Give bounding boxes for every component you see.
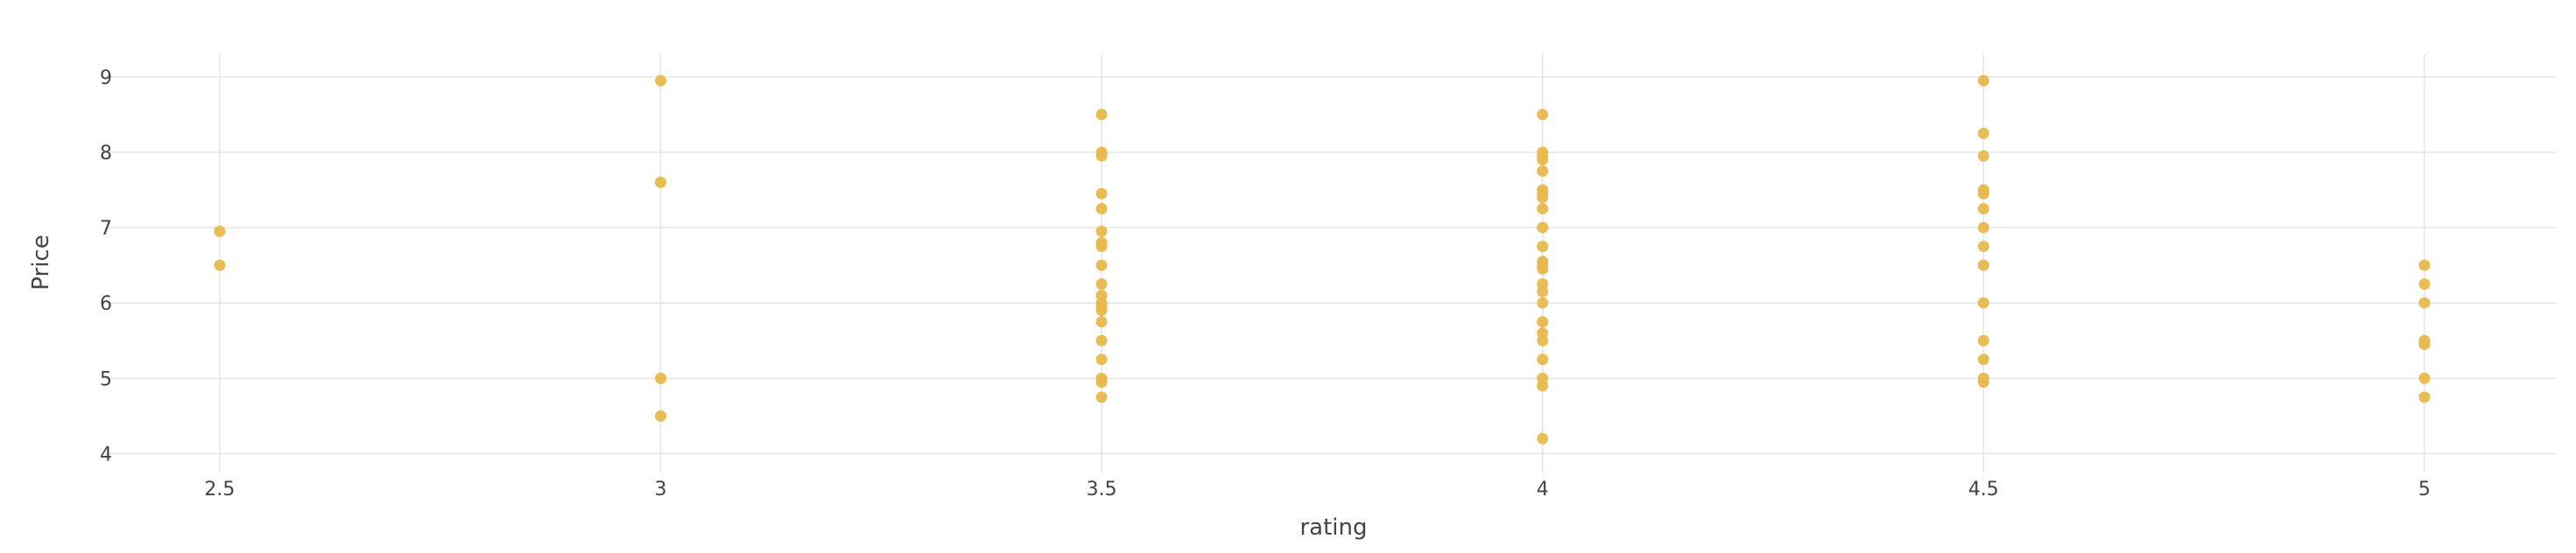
x-tick-label: 3.5: [1087, 479, 1117, 500]
scatter-point: [1537, 154, 1549, 166]
grid-lines: [105, 54, 2557, 472]
x-tick-label: 4: [1537, 479, 1549, 500]
scatter-point: [1095, 259, 1108, 271]
x-tick-label: 2.5: [204, 479, 235, 500]
scatter-point: [1095, 316, 1108, 328]
scatter-point: [1977, 74, 1989, 87]
scatter-point: [1977, 297, 1989, 309]
scatter-point: [1977, 187, 1989, 200]
scatter-point: [1977, 221, 1989, 234]
y-tick-label: 8: [100, 143, 112, 164]
scatter-point: [655, 74, 667, 87]
x-tick-label: 4.5: [1968, 479, 1999, 500]
scatter-point: [2418, 391, 2431, 403]
scatter-point: [655, 372, 667, 384]
scatter-point: [2418, 259, 2431, 271]
scatter-point: [1537, 192, 1549, 204]
scatter-point: [1537, 316, 1549, 328]
scatter-point: [1537, 297, 1549, 309]
scatter-point: [1095, 334, 1108, 346]
scatter-point: [1537, 334, 1549, 346]
scatter-point: [2418, 339, 2431, 351]
y-tick-label: 4: [100, 444, 112, 466]
scatter-point: [1095, 241, 1108, 253]
x-tick-label: 3: [655, 479, 667, 500]
scatter-point: [1095, 304, 1108, 317]
scatter-point: [1537, 380, 1549, 392]
scatter-point: [1977, 203, 1989, 215]
scatter-point: [1095, 354, 1108, 366]
scatter-point: [1977, 354, 1989, 366]
y-tick-label: 9: [100, 67, 112, 89]
scatter-point: [1537, 221, 1549, 234]
scatter-point: [2418, 278, 2431, 290]
scatter-point: [1977, 127, 1989, 139]
scatter-point: [1095, 278, 1108, 290]
y-tick-labels: 4 5 6 7 8 9: [100, 67, 112, 466]
x-tick-labels: 2.5 3 3.5 4 4.5 5: [204, 479, 2430, 500]
scatter-point: [2418, 372, 2431, 384]
scatter-point: [1977, 259, 1989, 271]
y-tick-label: 6: [100, 293, 112, 315]
scatter-point: [1537, 262, 1549, 275]
scatter-point: [1095, 108, 1108, 121]
scatter-point: [1095, 391, 1108, 403]
y-tick-label: 7: [100, 218, 112, 240]
scatter-point: [1095, 150, 1108, 162]
scatter-point: [1977, 241, 1989, 253]
scatter-point: [2418, 297, 2431, 309]
scatter-point: [214, 259, 226, 271]
scatter-point: [1977, 334, 1989, 346]
scatter-point: [1095, 187, 1108, 200]
scatter-point: [1537, 203, 1549, 215]
scatter-point: [1537, 432, 1549, 444]
scatter-point: [1537, 354, 1549, 366]
scatter-point: [1537, 108, 1549, 121]
y-axis-title: Price: [28, 234, 54, 290]
scatter-point: [214, 225, 226, 237]
x-tick-label: 5: [2418, 479, 2431, 500]
scatter-point: [655, 176, 667, 188]
y-tick-label: 5: [100, 368, 112, 390]
scatter-point: [1537, 285, 1549, 298]
scatter-point: [655, 410, 667, 422]
x-axis-title: rating: [1299, 514, 1367, 541]
scatter-point: [1095, 225, 1108, 237]
scatter-point: [1537, 164, 1549, 177]
scatter-point: [1095, 203, 1108, 215]
scatter-point: [1095, 376, 1108, 388]
scatter-point: [1537, 241, 1549, 253]
scatter-point: [1977, 376, 1989, 388]
scatter-points: [214, 74, 2431, 444]
scatter-point: [1977, 150, 1989, 162]
